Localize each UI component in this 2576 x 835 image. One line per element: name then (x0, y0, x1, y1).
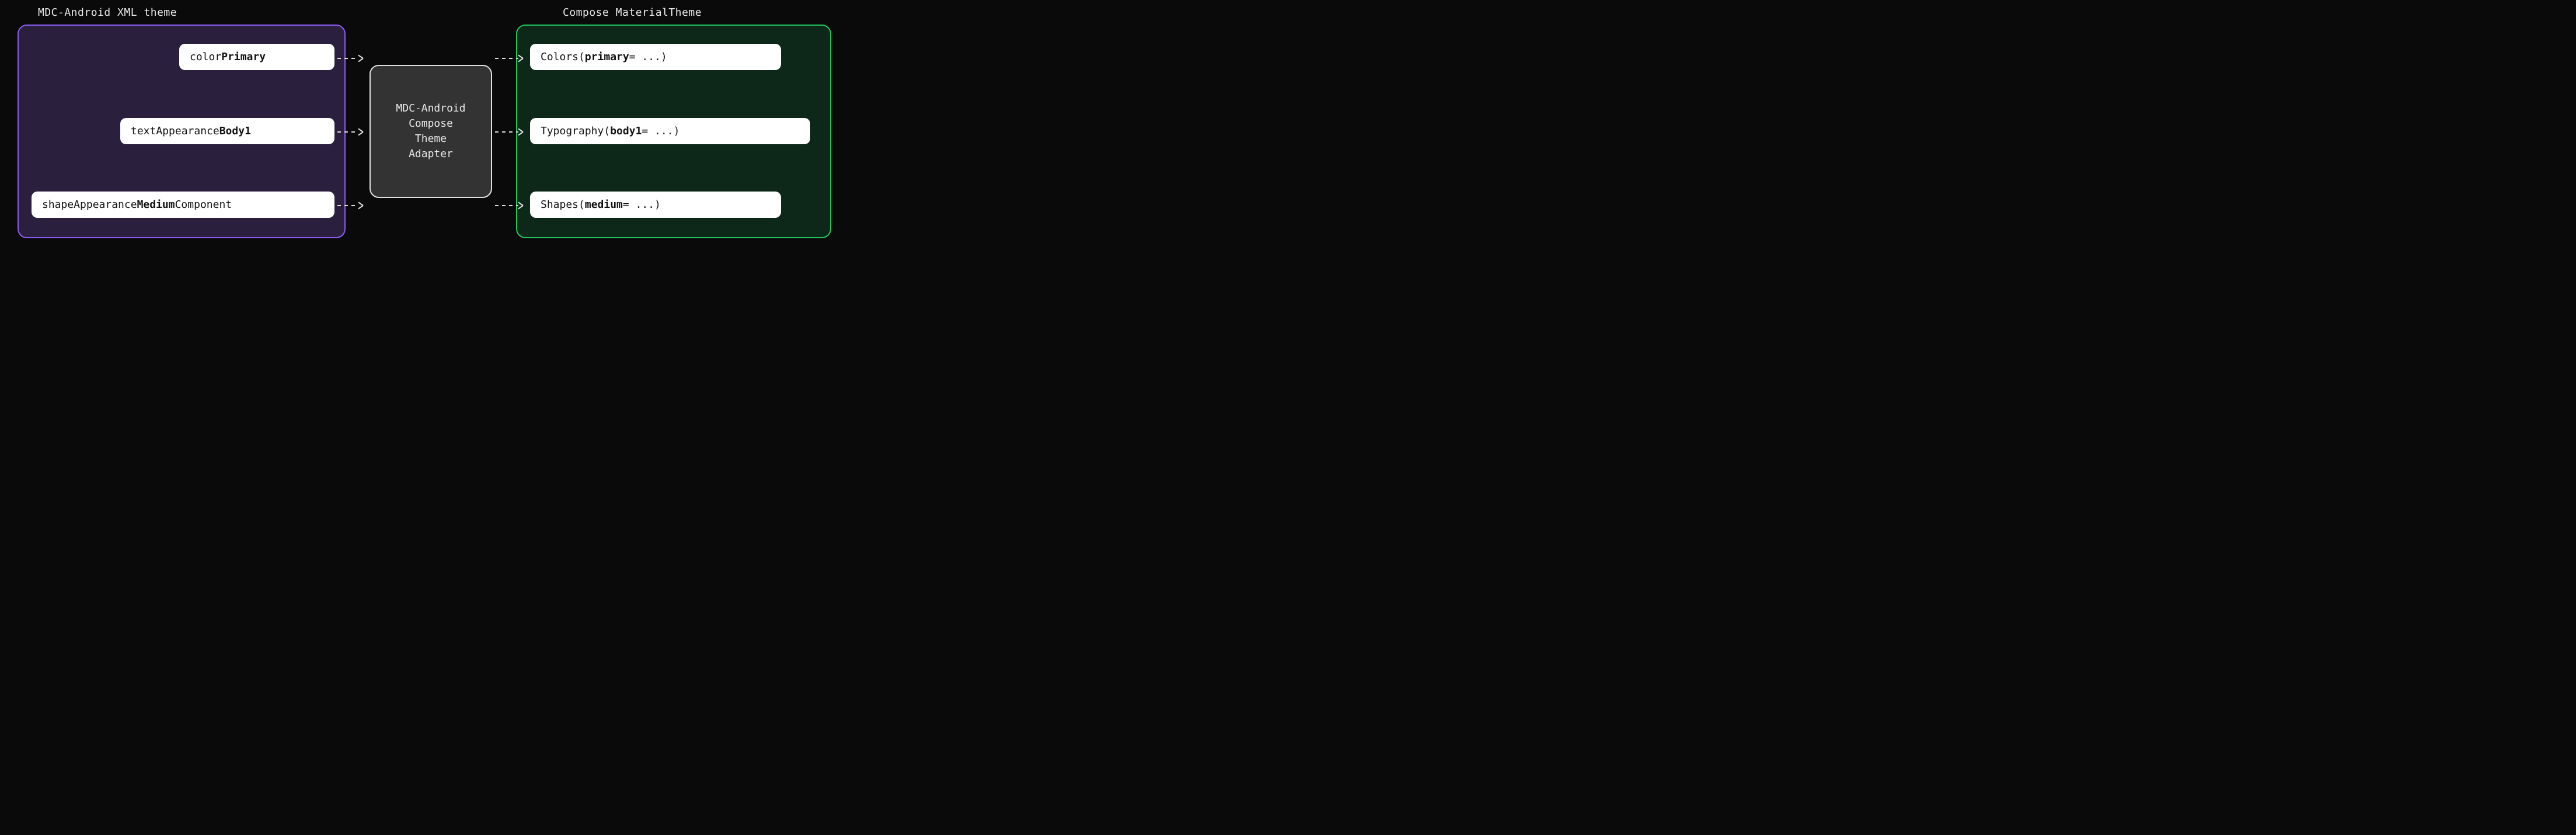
adapter-line: Compose (371, 116, 491, 131)
pill-typography-body1: Typography(body1 = ...) (530, 118, 810, 144)
adapter-line: Adapter (371, 147, 491, 162)
right-heading: Compose MaterialTheme (563, 6, 702, 19)
left-heading: MDC-Android XML theme (38, 6, 177, 19)
adapter-box: MDC-Android Compose Theme Adapter (370, 65, 492, 198)
pill-colors-primary: Colors(primary = ...) (530, 44, 781, 70)
pill-shapeappearance-medium: shapeAppearanceMediumComponent (32, 192, 334, 218)
adapter-line: MDC-Android (371, 101, 491, 116)
pill-colorprimary: colorPrimary (179, 44, 334, 70)
pill-textappearance-body1: textAppearanceBody1 (120, 118, 334, 144)
adapter-line: Theme (371, 131, 491, 147)
pill-shapes-medium: Shapes(medium = ...) (530, 192, 781, 218)
